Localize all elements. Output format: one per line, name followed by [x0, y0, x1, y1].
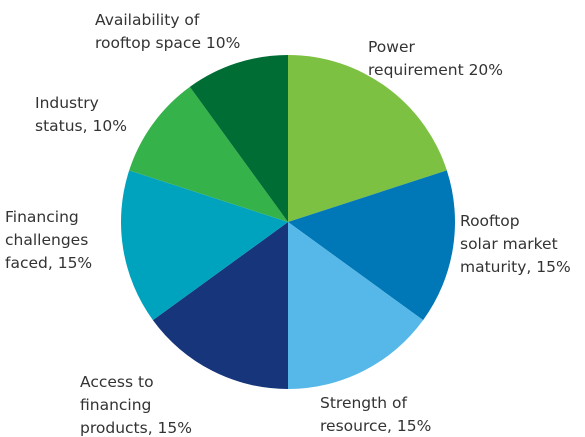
- slice-label: Power requirement 20%: [368, 38, 503, 79]
- label-line: resource, 15%: [320, 417, 431, 435]
- label-line: Access to: [80, 373, 154, 391]
- label-line: Strength of: [320, 394, 407, 412]
- pie-slice: [152, 222, 288, 389]
- label-line: Industry: [35, 94, 99, 112]
- slice-label: Rooftop solar market maturity, 15%: [460, 212, 571, 276]
- label-line: maturity, 15%: [460, 258, 571, 276]
- slice-label: Availability of rooftop space 10%: [95, 11, 240, 52]
- label-line: status, 10%: [35, 117, 127, 135]
- label-line: Rooftop: [460, 212, 520, 230]
- label-line: faced, 15%: [5, 254, 92, 272]
- label-line: Availability of: [95, 11, 200, 29]
- label-line: requirement 20%: [368, 61, 503, 79]
- slice-label: Access to financing products, 15%: [80, 373, 192, 437]
- label-line: solar market: [460, 235, 558, 253]
- pie-slice: [288, 55, 447, 222]
- label-line: Financing: [5, 208, 79, 226]
- pie-slice: [121, 170, 289, 321]
- pie-slice: [288, 170, 455, 321]
- slice-label: Strength of resource, 15%: [320, 394, 431, 435]
- label-line: Power: [368, 38, 415, 56]
- slice-label: Industry status, 10%: [35, 94, 127, 135]
- label-line: products, 15%: [80, 419, 192, 437]
- label-line: challenges: [5, 231, 88, 249]
- pie-slice: [189, 55, 288, 222]
- label-line: rooftop space 10%: [95, 34, 240, 52]
- pie-slice: [288, 222, 424, 389]
- pie-slice: [129, 86, 288, 222]
- slice-label: Financing challenges faced, 15%: [5, 208, 92, 272]
- label-line: financing: [80, 396, 151, 414]
